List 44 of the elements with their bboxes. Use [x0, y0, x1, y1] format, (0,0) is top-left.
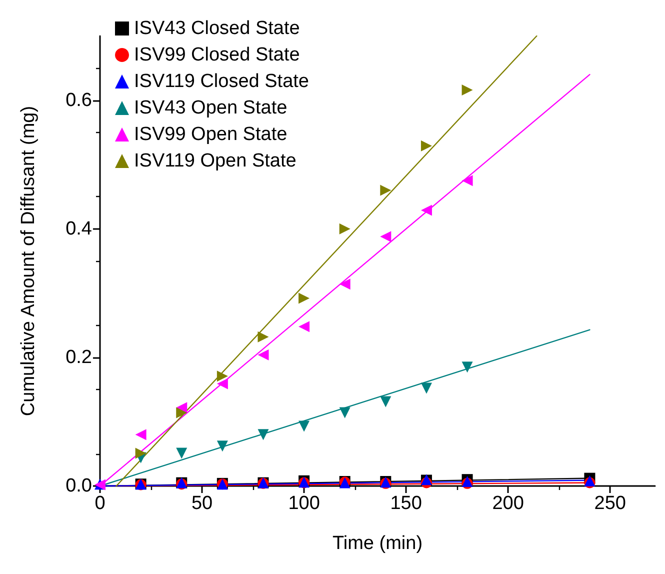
y-axis-title: Cumulative Amount of Diffusant (mg)	[18, 106, 39, 416]
point	[420, 204, 432, 216]
point	[339, 407, 350, 418]
point	[339, 223, 350, 234]
x-tick-label: 50	[191, 493, 213, 514]
point	[176, 448, 188, 459]
x-tick-label: 100	[288, 493, 320, 514]
legend-label: ISV119 Open State	[134, 150, 296, 172]
x-tick-label: 0	[94, 493, 106, 514]
x-axis-title: Time (min)	[332, 533, 423, 554]
legend-label: ISV99 Closed State	[134, 44, 300, 66]
point	[298, 321, 310, 332]
point	[380, 231, 392, 242]
y-tick-label: 0.4	[66, 218, 92, 240]
point	[258, 429, 269, 440]
y-tick-label: 0.2	[66, 346, 92, 368]
y-tick-label: 0.0	[66, 476, 92, 496]
point	[216, 370, 228, 382]
point	[135, 429, 146, 440]
point	[216, 440, 228, 452]
legend-label: ISV119 Closed State	[134, 71, 309, 92]
point	[420, 382, 432, 394]
point	[462, 175, 473, 186]
x-tick-label: 150	[390, 493, 422, 514]
point	[462, 362, 473, 373]
point	[176, 407, 188, 418]
point	[420, 140, 432, 152]
point	[258, 349, 269, 360]
legend-label: ISV99 Open State	[134, 124, 288, 145]
legend-label: ISV43 Open State	[134, 98, 288, 118]
point	[135, 448, 146, 459]
point	[298, 292, 310, 304]
legend-label: ISV43 Closed State	[134, 18, 300, 39]
point	[298, 420, 310, 432]
point	[216, 378, 228, 390]
point	[380, 184, 392, 196]
point	[176, 402, 188, 414]
x-tick-label: 250	[594, 493, 626, 514]
point	[339, 278, 350, 290]
x-tick-label: 200	[492, 493, 524, 514]
point	[258, 331, 269, 342]
point	[380, 396, 392, 408]
y-tick-label: 0.6	[66, 90, 92, 111]
point	[462, 84, 473, 96]
